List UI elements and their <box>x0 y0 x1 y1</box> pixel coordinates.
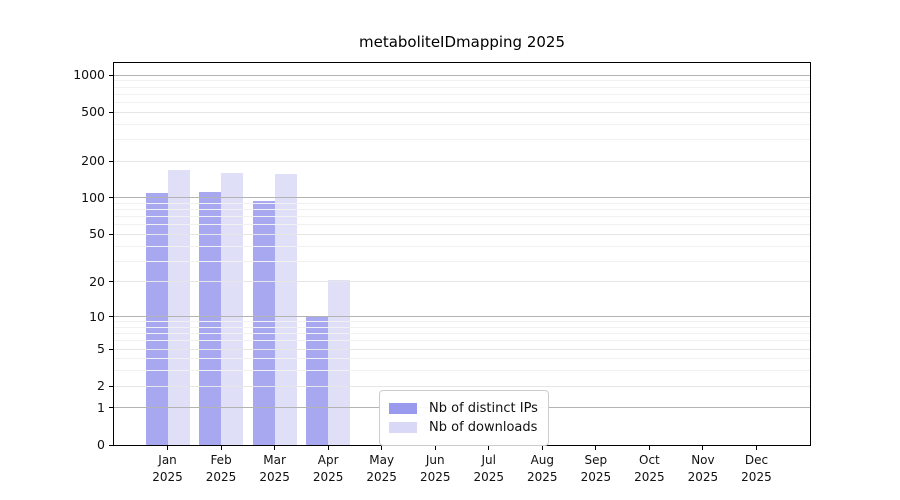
x-tick-mark <box>327 446 329 450</box>
legend-item-ips: Nb of distinct IPs <box>389 400 538 417</box>
bar-downloads-apr <box>328 279 351 445</box>
x-tick-mark <box>595 446 597 450</box>
chart-title: metaboliteIDmapping 2025 <box>358 33 565 51</box>
x-tick-year: 2025 <box>741 470 772 484</box>
x-tick-month: Sep <box>584 453 608 467</box>
x-tick-month: Apr <box>317 453 339 467</box>
legend: Nb of distinct IPs Nb of downloads <box>379 390 549 446</box>
x-tick-month: Aug <box>530 453 555 467</box>
x-tick-month: Jan <box>158 453 177 467</box>
bar-downloads-jan <box>167 169 190 445</box>
y-tick-label: 1000 <box>73 67 105 83</box>
y-tick-mark <box>109 385 113 387</box>
x-tick-year: 2025 <box>152 470 183 484</box>
x-tick-label-jan: Jan 2025 <box>136 452 200 486</box>
legend-item-downloads: Nb of downloads <box>389 419 538 436</box>
x-tick-mark <box>434 446 436 450</box>
x-tick-year: 2025 <box>312 470 344 484</box>
plot-area: Nb of distinct IPs Nb of downloads <box>113 62 811 446</box>
x-tick-month: Jul <box>481 453 496 467</box>
y-tick-label: 200 <box>81 153 105 169</box>
x-tick-month: Oct <box>639 453 660 467</box>
bar-ips-mar <box>252 200 275 445</box>
bar-ips-apr <box>306 316 329 445</box>
x-tick-mark <box>648 446 650 450</box>
x-tick-year: 2025 <box>580 470 612 484</box>
y-tick-mark <box>109 407 113 409</box>
x-tick-mark <box>755 446 757 450</box>
x-tick-month: May <box>369 453 395 467</box>
x-tick-label-aug: Aug 2025 <box>510 452 574 486</box>
y-tick-label: 50 <box>89 226 105 242</box>
x-tick-label-feb: Feb 2025 <box>189 452 253 486</box>
bar-ips-feb <box>199 191 222 445</box>
y-tick-label: 20 <box>89 273 105 289</box>
x-tick-year: 2025 <box>419 470 451 484</box>
y-tick-label: 1 <box>97 399 105 415</box>
y-tick-label: 0 <box>97 437 105 452</box>
x-tick-year: 2025 <box>634 470 665 484</box>
x-tick-month: Mar <box>263 453 286 467</box>
legend-swatch <box>389 422 417 433</box>
x-tick-month: Jun <box>425 453 445 467</box>
x-tick-year: 2025 <box>527 470 558 484</box>
legend-swatch <box>389 403 417 414</box>
x-tick-mark <box>702 446 704 450</box>
x-tick-mark <box>274 446 276 450</box>
y-tick-label: 500 <box>81 104 105 120</box>
y-tick-mark <box>109 281 113 283</box>
y-tick-mark <box>109 74 113 76</box>
bar-ips-jan <box>145 192 168 445</box>
y-tick-label: 2 <box>97 378 105 394</box>
legend-label: Nb of distinct IPs <box>429 401 538 416</box>
y-tick-label: 5 <box>97 341 105 357</box>
legend-label: Nb of downloads <box>429 420 538 435</box>
x-tick-year: 2025 <box>205 470 237 484</box>
x-tick-mark <box>167 446 169 450</box>
x-tick-label-nov: Nov 2025 <box>671 452 735 486</box>
x-tick-month: Nov <box>691 453 715 467</box>
y-tick-mark <box>109 160 113 162</box>
x-tick-label-mar: Mar 2025 <box>243 452 307 486</box>
x-tick-label-dec: Dec 2025 <box>724 452 788 486</box>
bar-downloads-feb <box>221 172 244 445</box>
x-tick-year: 2025 <box>687 470 719 484</box>
x-tick-year: 2025 <box>259 470 290 484</box>
x-tick-mark <box>381 446 383 450</box>
x-tick-month: Feb <box>210 453 232 467</box>
x-tick-mark <box>488 446 490 450</box>
x-tick-month: Dec <box>744 453 769 467</box>
y-tick-mark <box>109 444 113 446</box>
bars-layer <box>114 63 810 445</box>
x-tick-mark <box>220 446 222 450</box>
y-tick-label: 100 <box>81 189 105 205</box>
x-tick-label-jun: Jun 2025 <box>403 452 467 486</box>
x-tick-label-may: May 2025 <box>350 452 414 486</box>
y-tick-mark <box>109 233 113 235</box>
x-tick-year: 2025 <box>473 470 505 484</box>
x-tick-label-sep: Sep 2025 <box>564 452 628 486</box>
x-tick-label-oct: Oct 2025 <box>617 452 681 486</box>
y-tick-mark <box>109 316 113 318</box>
x-tick-label-apr: Apr 2025 <box>296 452 360 486</box>
y-tick-mark <box>109 197 113 199</box>
x-tick-label-jul: Jul 2025 <box>457 452 521 486</box>
bar-downloads-mar <box>274 173 297 445</box>
x-tick-mark <box>541 446 543 450</box>
y-tick-mark <box>109 111 113 113</box>
y-tick-mark <box>109 348 113 350</box>
x-tick-year: 2025 <box>366 470 397 484</box>
y-tick-label: 10 <box>89 308 105 324</box>
